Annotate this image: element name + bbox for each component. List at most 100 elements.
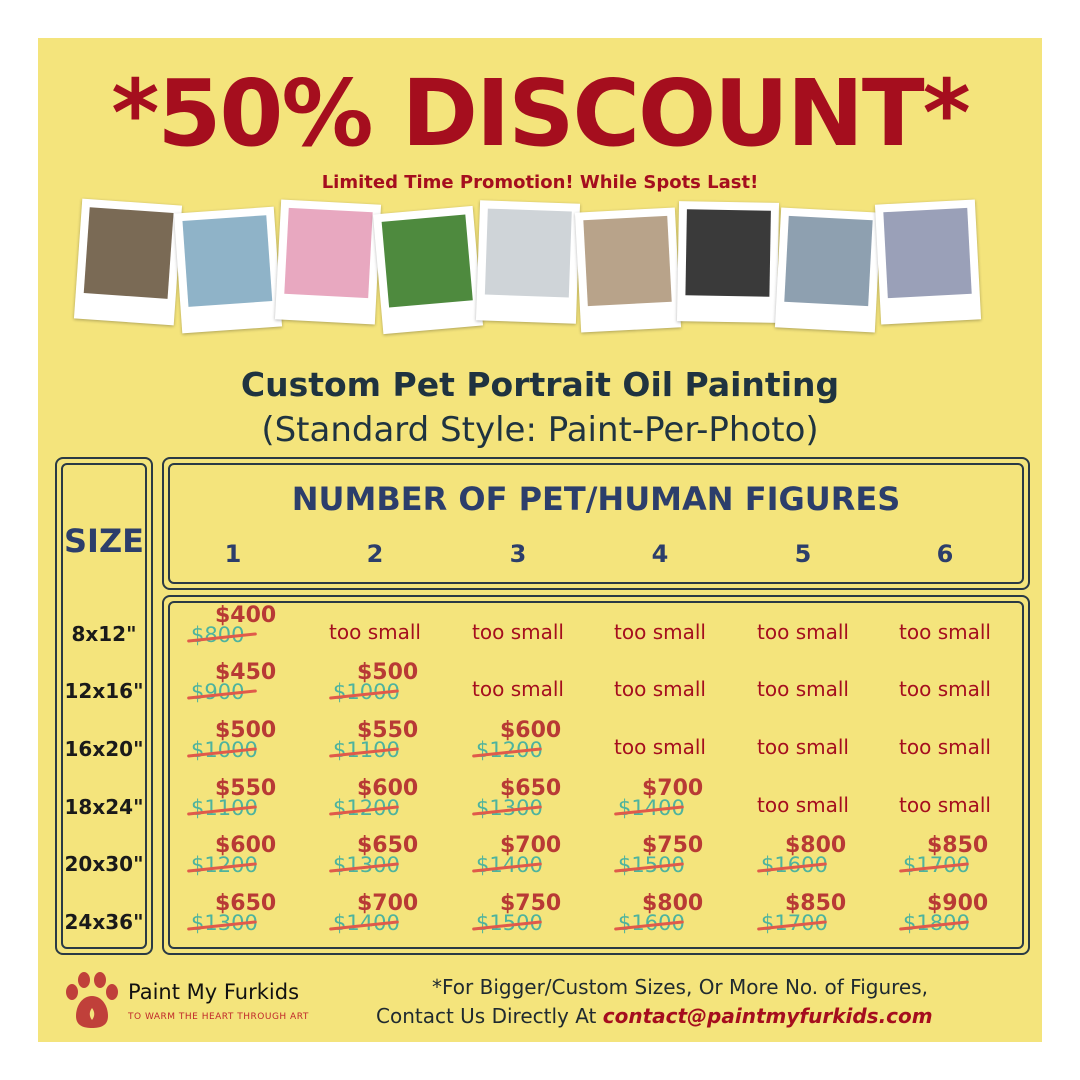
price-cell: too small [733,720,873,770]
discount-title: *50% DISCOUNT* [111,60,971,167]
price-cell: too small [875,778,1015,828]
contact-note: Contact Us Directly At contact@paintmyfu… [376,1004,933,1028]
sale-price: $700 [642,776,704,801]
price-cell: too small [590,605,730,655]
sale-price: $650 [357,833,419,858]
price-cell: $1000$500 [305,660,445,712]
price-cell: $1400$700 [448,833,588,885]
too-small-label: too small [757,735,849,759]
size-label: 16x20" [64,737,144,761]
price-cell: too small [590,720,730,770]
figure-count-4: 4 [651,540,669,568]
pet-photo [475,200,581,324]
price-cell: $1300$650 [305,833,445,885]
too-small-label: too small [614,677,706,701]
sale-price: $500 [357,660,419,685]
price-cell: too small [875,720,1015,770]
sale-price: $850 [785,891,847,916]
price-cell: $1500$750 [590,833,730,885]
price-cell: $1700$850 [875,833,1015,885]
sale-price: $800 [642,891,704,916]
size-label: 12x16" [64,679,144,703]
sale-price: $700 [500,833,562,858]
pet-photo [173,206,283,334]
sale-price: $700 [357,891,419,916]
too-small-label: too small [899,735,991,759]
price-cell: $1400$700 [305,891,445,943]
sale-price: $600 [215,833,277,858]
sale-price: $550 [357,718,419,743]
pet-photo [574,207,682,333]
sale-price: $600 [357,776,419,801]
pet-photo [774,207,882,333]
size-label: 20x30" [64,852,144,876]
price-cell: too small [875,605,1015,655]
pet-photo [274,199,382,325]
price-cell: $1600$800 [590,891,730,943]
too-small-label: too small [899,620,991,644]
price-cell: $1000$500 [163,718,303,770]
price-cell: $1200$600 [448,718,588,770]
size-column-frame [55,457,153,955]
too-small-label: too small [614,620,706,644]
too-small-label: too small [472,620,564,644]
price-cell: too small [305,605,445,655]
sale-price: $900 [927,891,989,916]
custom-size-note: *For Bigger/Custom Sizes, Or More No. of… [431,975,928,999]
price-cell: $1200$600 [305,776,445,828]
size-label: 24x36" [64,910,144,934]
sale-price: $500 [215,718,277,743]
sale-price: $600 [500,718,562,743]
price-cell: $1500$750 [448,891,588,943]
price-cell: $1400$700 [590,776,730,828]
contact-email-link[interactable]: contact@paintmyfurkids.com [602,1004,933,1028]
sale-price: $650 [500,776,562,801]
figures-header: NUMBER OF PET/HUMAN FIGURES [291,480,901,518]
product-subhead: (Standard Style: Paint-Per-Photo) [261,410,819,450]
price-cell: $1300$650 [448,776,588,828]
sale-price: $400 [215,603,277,628]
price-cell: $1700$850 [733,891,873,943]
too-small-label: too small [329,620,421,644]
sale-price: $650 [215,891,277,916]
figure-count-6: 6 [936,540,954,568]
too-small-label: too small [757,677,849,701]
too-small-label: too small [472,677,564,701]
price-table-frame [162,595,1030,955]
pet-photo [73,198,183,326]
sale-price: $750 [500,891,562,916]
pet-photo [676,201,780,323]
price-cell: $1100$550 [305,718,445,770]
sale-price: $450 [215,660,277,685]
figure-count-1: 1 [224,540,242,568]
size-header: SIZE [63,522,144,560]
brand-tagline: TO WARM THE HEART THROUGH ART [128,1012,309,1022]
too-small-label: too small [614,735,706,759]
promo-subtitle: Limited Time Promotion! While Spots Last… [321,172,759,193]
figures-header-frame [162,457,1030,590]
too-small-label: too small [757,620,849,644]
price-cell: too small [733,778,873,828]
price-cell: $800 $400 [163,603,303,655]
pet-photo [372,205,484,335]
price-cell: $1200$600 [163,833,303,885]
price-cell: too small [448,605,588,655]
price-cell: too small [875,662,1015,712]
too-small-label: too small [899,677,991,701]
price-cell: $1800$900 [875,891,1015,943]
contact-text: Contact Us Directly At [376,1004,603,1028]
price-cell: too small [448,662,588,712]
paw-logo-icon [66,972,118,1028]
figure-count-2: 2 [366,540,384,568]
price-cell: $1600$800 [733,833,873,885]
price-cell: $900 $450 [163,660,303,712]
size-label: 8x12" [71,622,137,646]
product-headline: Custom Pet Portrait Oil Painting [240,365,840,404]
price-cell: too small [590,662,730,712]
figure-count-5: 5 [794,540,812,568]
pet-photo [874,199,982,325]
too-small-label: too small [757,793,849,817]
sale-price: $850 [927,833,989,858]
sale-price: $800 [785,833,847,858]
price-cell: too small [733,605,873,655]
